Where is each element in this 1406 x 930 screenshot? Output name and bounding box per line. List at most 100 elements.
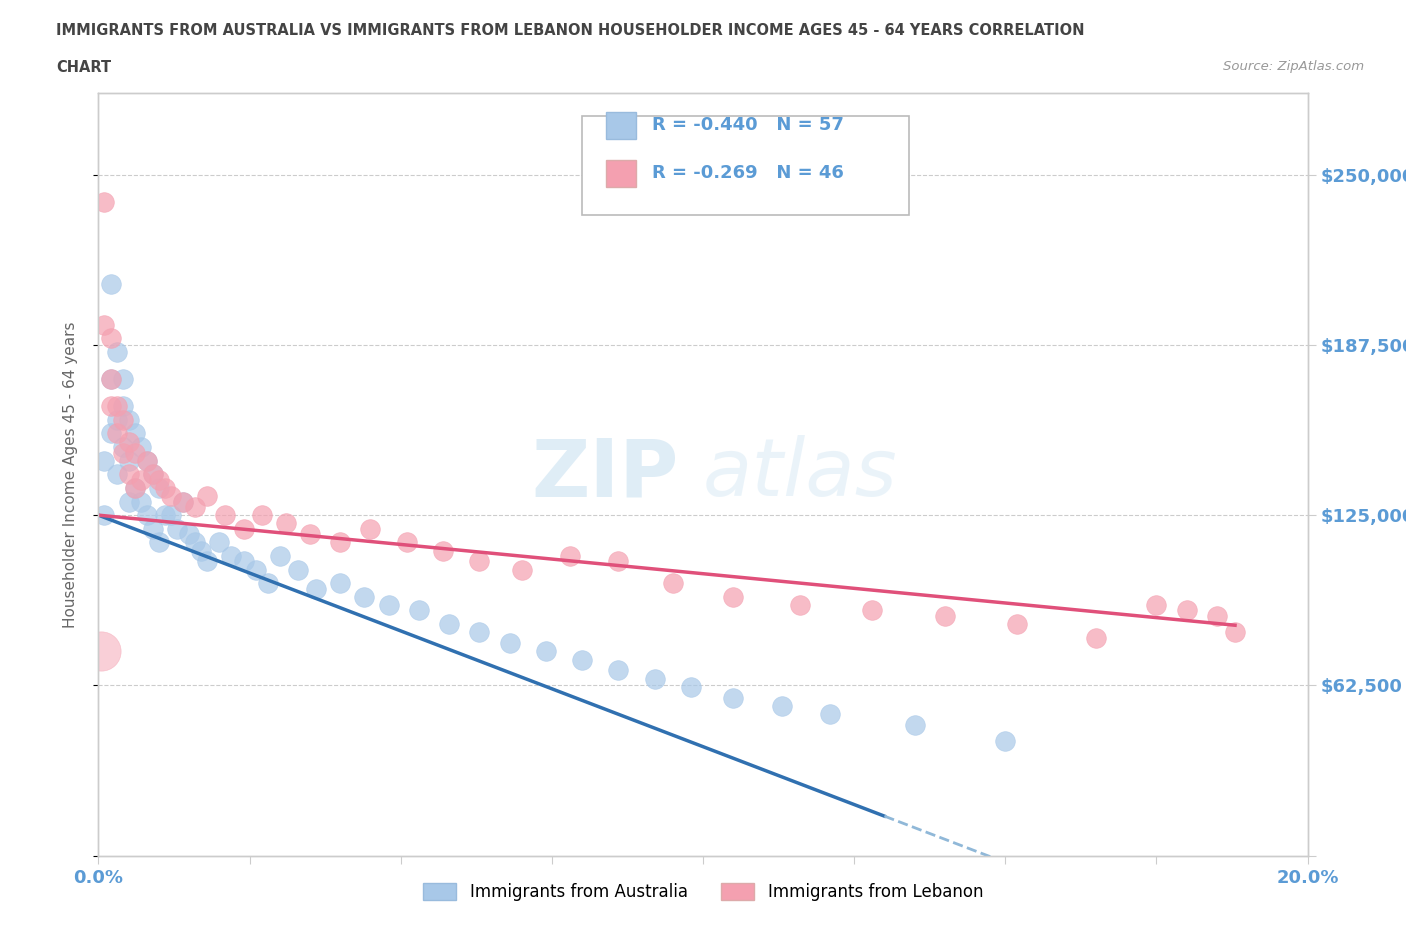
Point bbox=[245, 562, 267, 577]
Point bbox=[723, 690, 745, 705]
Point bbox=[93, 194, 115, 209]
Point bbox=[432, 543, 454, 558]
Point bbox=[510, 562, 533, 577]
Point bbox=[274, 516, 297, 531]
Point bbox=[129, 472, 152, 487]
Point bbox=[142, 467, 165, 482]
Y-axis label: Householder Income Ages 45 - 64 years: Householder Income Ages 45 - 64 years bbox=[63, 321, 77, 628]
Point bbox=[100, 399, 122, 414]
Point bbox=[860, 603, 883, 618]
Point bbox=[190, 543, 212, 558]
Point bbox=[1085, 631, 1108, 645]
Point bbox=[607, 554, 630, 569]
Point bbox=[148, 472, 170, 487]
Point bbox=[299, 526, 322, 541]
Point bbox=[142, 467, 165, 482]
Point bbox=[661, 576, 683, 591]
Point bbox=[111, 399, 134, 414]
Point bbox=[644, 671, 666, 686]
Point bbox=[179, 526, 201, 541]
Point bbox=[468, 554, 491, 569]
Point bbox=[329, 576, 352, 591]
Point bbox=[232, 554, 254, 569]
Point bbox=[256, 576, 278, 591]
Text: IMMIGRANTS FROM AUSTRALIA VS IMMIGRANTS FROM LEBANON HOUSEHOLDER INCOME AGES 45 : IMMIGRANTS FROM AUSTRALIA VS IMMIGRANTS … bbox=[56, 23, 1085, 38]
Text: Source: ZipAtlas.com: Source: ZipAtlas.com bbox=[1223, 60, 1364, 73]
FancyBboxPatch shape bbox=[606, 112, 637, 139]
Point bbox=[232, 522, 254, 537]
Point bbox=[135, 453, 157, 468]
Point bbox=[100, 371, 122, 387]
Point bbox=[148, 535, 170, 550]
Text: R = -0.440   N = 57: R = -0.440 N = 57 bbox=[652, 116, 844, 134]
Text: R = -0.269   N = 46: R = -0.269 N = 46 bbox=[652, 164, 844, 182]
Point bbox=[105, 412, 128, 427]
Point bbox=[287, 562, 309, 577]
Point bbox=[118, 434, 141, 449]
Point bbox=[93, 453, 115, 468]
Point bbox=[90, 644, 112, 658]
Point bbox=[1206, 608, 1229, 623]
Point bbox=[105, 399, 128, 414]
FancyBboxPatch shape bbox=[606, 160, 637, 187]
Point bbox=[100, 371, 122, 387]
Point bbox=[135, 453, 157, 468]
Point bbox=[221, 549, 243, 564]
Point bbox=[1007, 617, 1029, 631]
Point bbox=[395, 535, 418, 550]
Point bbox=[100, 331, 122, 346]
Text: CHART: CHART bbox=[56, 60, 111, 75]
Point bbox=[129, 494, 152, 509]
Point bbox=[172, 494, 194, 509]
Point bbox=[172, 494, 194, 509]
Point bbox=[100, 276, 122, 291]
Point bbox=[148, 481, 170, 496]
Point bbox=[118, 453, 141, 468]
FancyBboxPatch shape bbox=[582, 116, 908, 215]
Legend: Immigrants from Australia, Immigrants from Lebanon: Immigrants from Australia, Immigrants fr… bbox=[416, 876, 990, 908]
Point bbox=[534, 644, 557, 658]
Point bbox=[105, 344, 128, 359]
Point bbox=[1223, 625, 1246, 640]
Point bbox=[360, 522, 382, 537]
Point bbox=[789, 598, 811, 613]
Point bbox=[1144, 598, 1167, 613]
Point bbox=[124, 481, 146, 496]
Point bbox=[111, 371, 134, 387]
Point bbox=[377, 598, 399, 613]
Point bbox=[118, 467, 141, 482]
Point bbox=[994, 734, 1017, 749]
Point bbox=[208, 535, 231, 550]
Point bbox=[437, 617, 460, 631]
Point bbox=[111, 445, 134, 460]
Point bbox=[124, 481, 146, 496]
Point bbox=[111, 440, 134, 455]
Text: ZIP: ZIP bbox=[531, 435, 679, 513]
Point bbox=[166, 522, 188, 537]
Point bbox=[329, 535, 352, 550]
Point bbox=[142, 522, 165, 537]
Point bbox=[124, 445, 146, 460]
Point bbox=[135, 508, 157, 523]
Point bbox=[558, 549, 581, 564]
Point bbox=[160, 508, 183, 523]
Point bbox=[195, 554, 218, 569]
Point bbox=[124, 426, 146, 441]
Point bbox=[118, 494, 141, 509]
Point bbox=[408, 603, 430, 618]
Point bbox=[118, 412, 141, 427]
Point bbox=[353, 590, 375, 604]
Point bbox=[111, 412, 134, 427]
Point bbox=[214, 508, 236, 523]
Point bbox=[934, 608, 956, 623]
Point bbox=[93, 317, 115, 332]
Point bbox=[105, 467, 128, 482]
Point bbox=[160, 488, 183, 503]
Point bbox=[498, 636, 520, 651]
Point bbox=[468, 625, 491, 640]
Text: atlas: atlas bbox=[703, 435, 898, 513]
Point bbox=[184, 535, 207, 550]
Point bbox=[153, 481, 176, 496]
Point bbox=[305, 581, 328, 596]
Point bbox=[129, 440, 152, 455]
